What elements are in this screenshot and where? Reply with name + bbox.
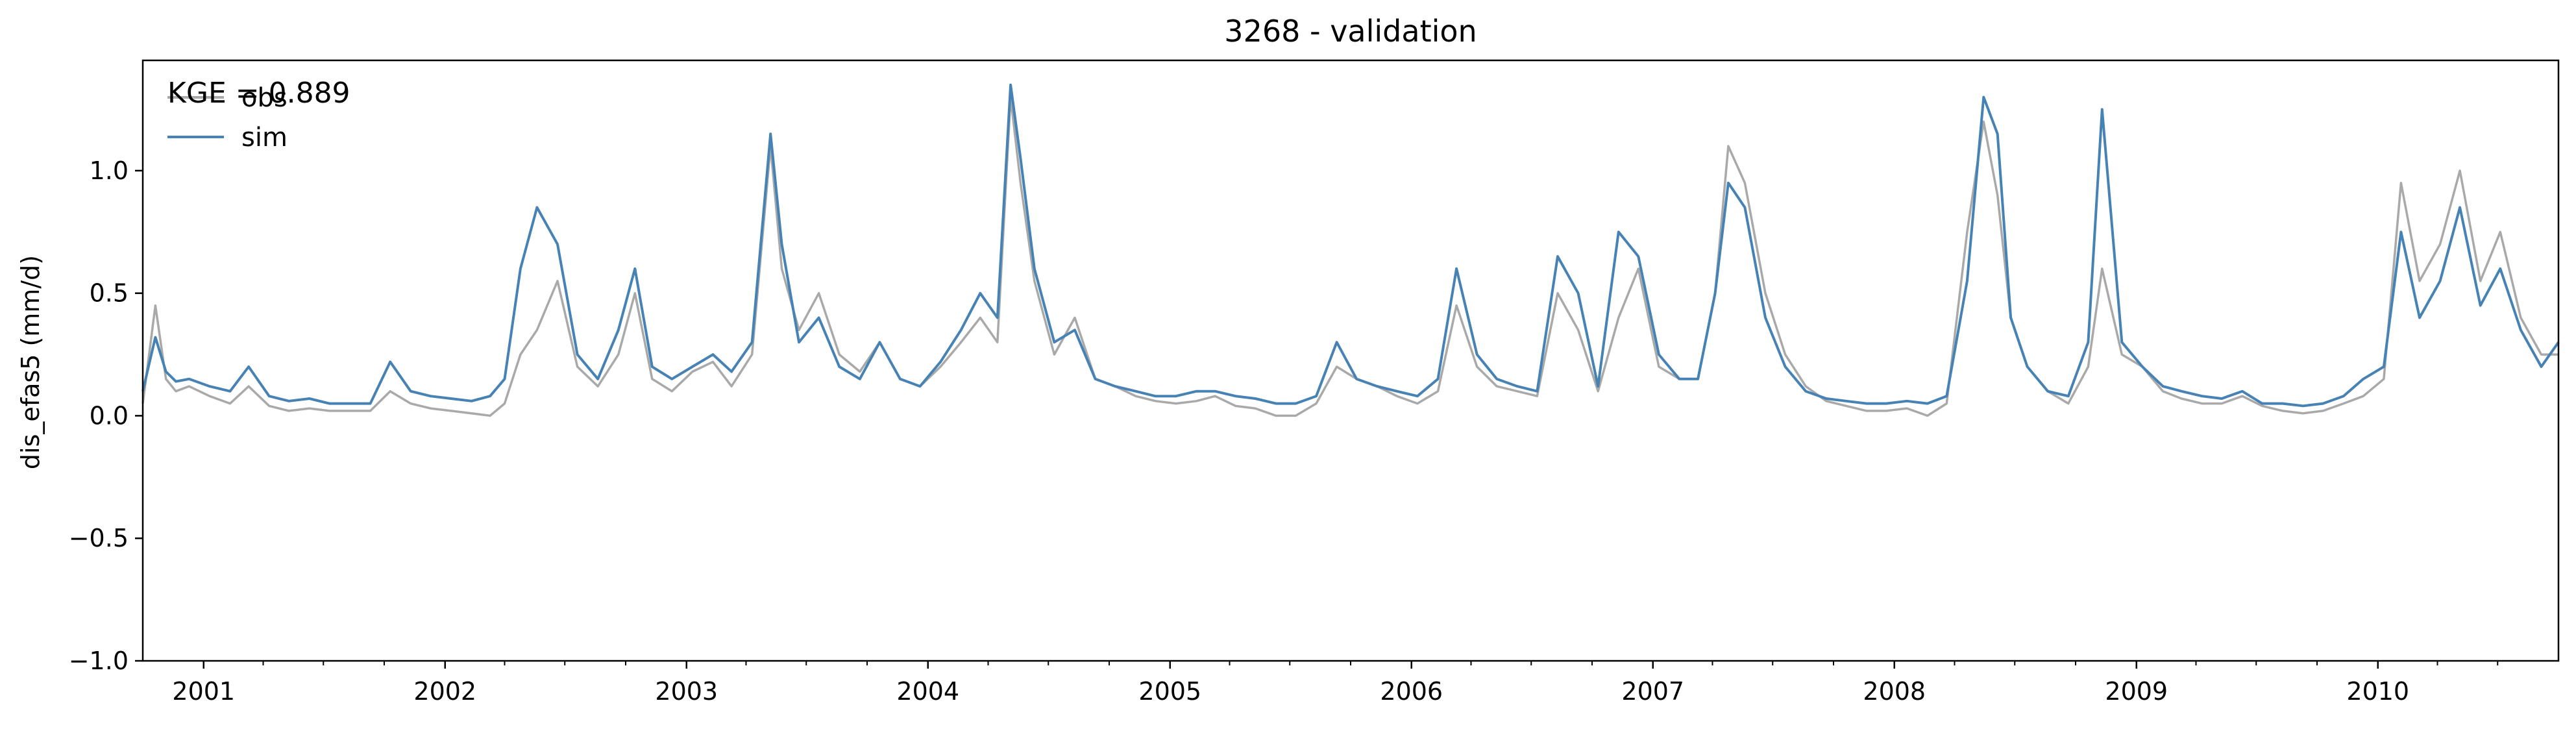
y-axis-label: dis_efas5 (mm/d) xyxy=(16,255,45,469)
y-tick-label: 1.0 xyxy=(90,156,129,185)
x-tick-label: 2004 xyxy=(896,677,959,706)
x-tick-label: 2007 xyxy=(1621,677,1684,706)
x-tick-label: 2009 xyxy=(2105,677,2168,706)
y-tick-label: 0.5 xyxy=(90,279,129,308)
legend-sim-label: sim xyxy=(241,123,288,153)
y-tick-label: −0.5 xyxy=(69,524,129,552)
series-line-obs xyxy=(141,95,2558,417)
x-tick-label: 2008 xyxy=(1863,677,1926,706)
x-tick-label: 2001 xyxy=(172,677,235,706)
kge-annotation: KGE = 0.889 xyxy=(167,77,350,110)
x-tick-label: 2002 xyxy=(413,677,476,706)
x-tick-label: 2003 xyxy=(655,677,718,706)
legend-obs-label: obs xyxy=(241,83,288,113)
y-tick-label: 0.0 xyxy=(90,401,129,430)
x-tick-label: 2005 xyxy=(1138,677,1201,706)
x-tick-label: 2010 xyxy=(2346,677,2409,706)
plot-frame xyxy=(141,59,2560,662)
series-line-sim xyxy=(141,83,2560,408)
chart-title: 3268 - validation xyxy=(1224,14,1477,49)
series-layer xyxy=(141,83,2560,417)
axis-ticks: −1.0 −0.5 0.0 0.5 1.0 2001 2002 2003 2004 2005 200… xyxy=(69,156,2499,706)
y-tick-label: −1.0 xyxy=(69,647,129,675)
x-tick-label: 2006 xyxy=(1380,677,1443,706)
legend: obs sim xyxy=(167,83,288,153)
